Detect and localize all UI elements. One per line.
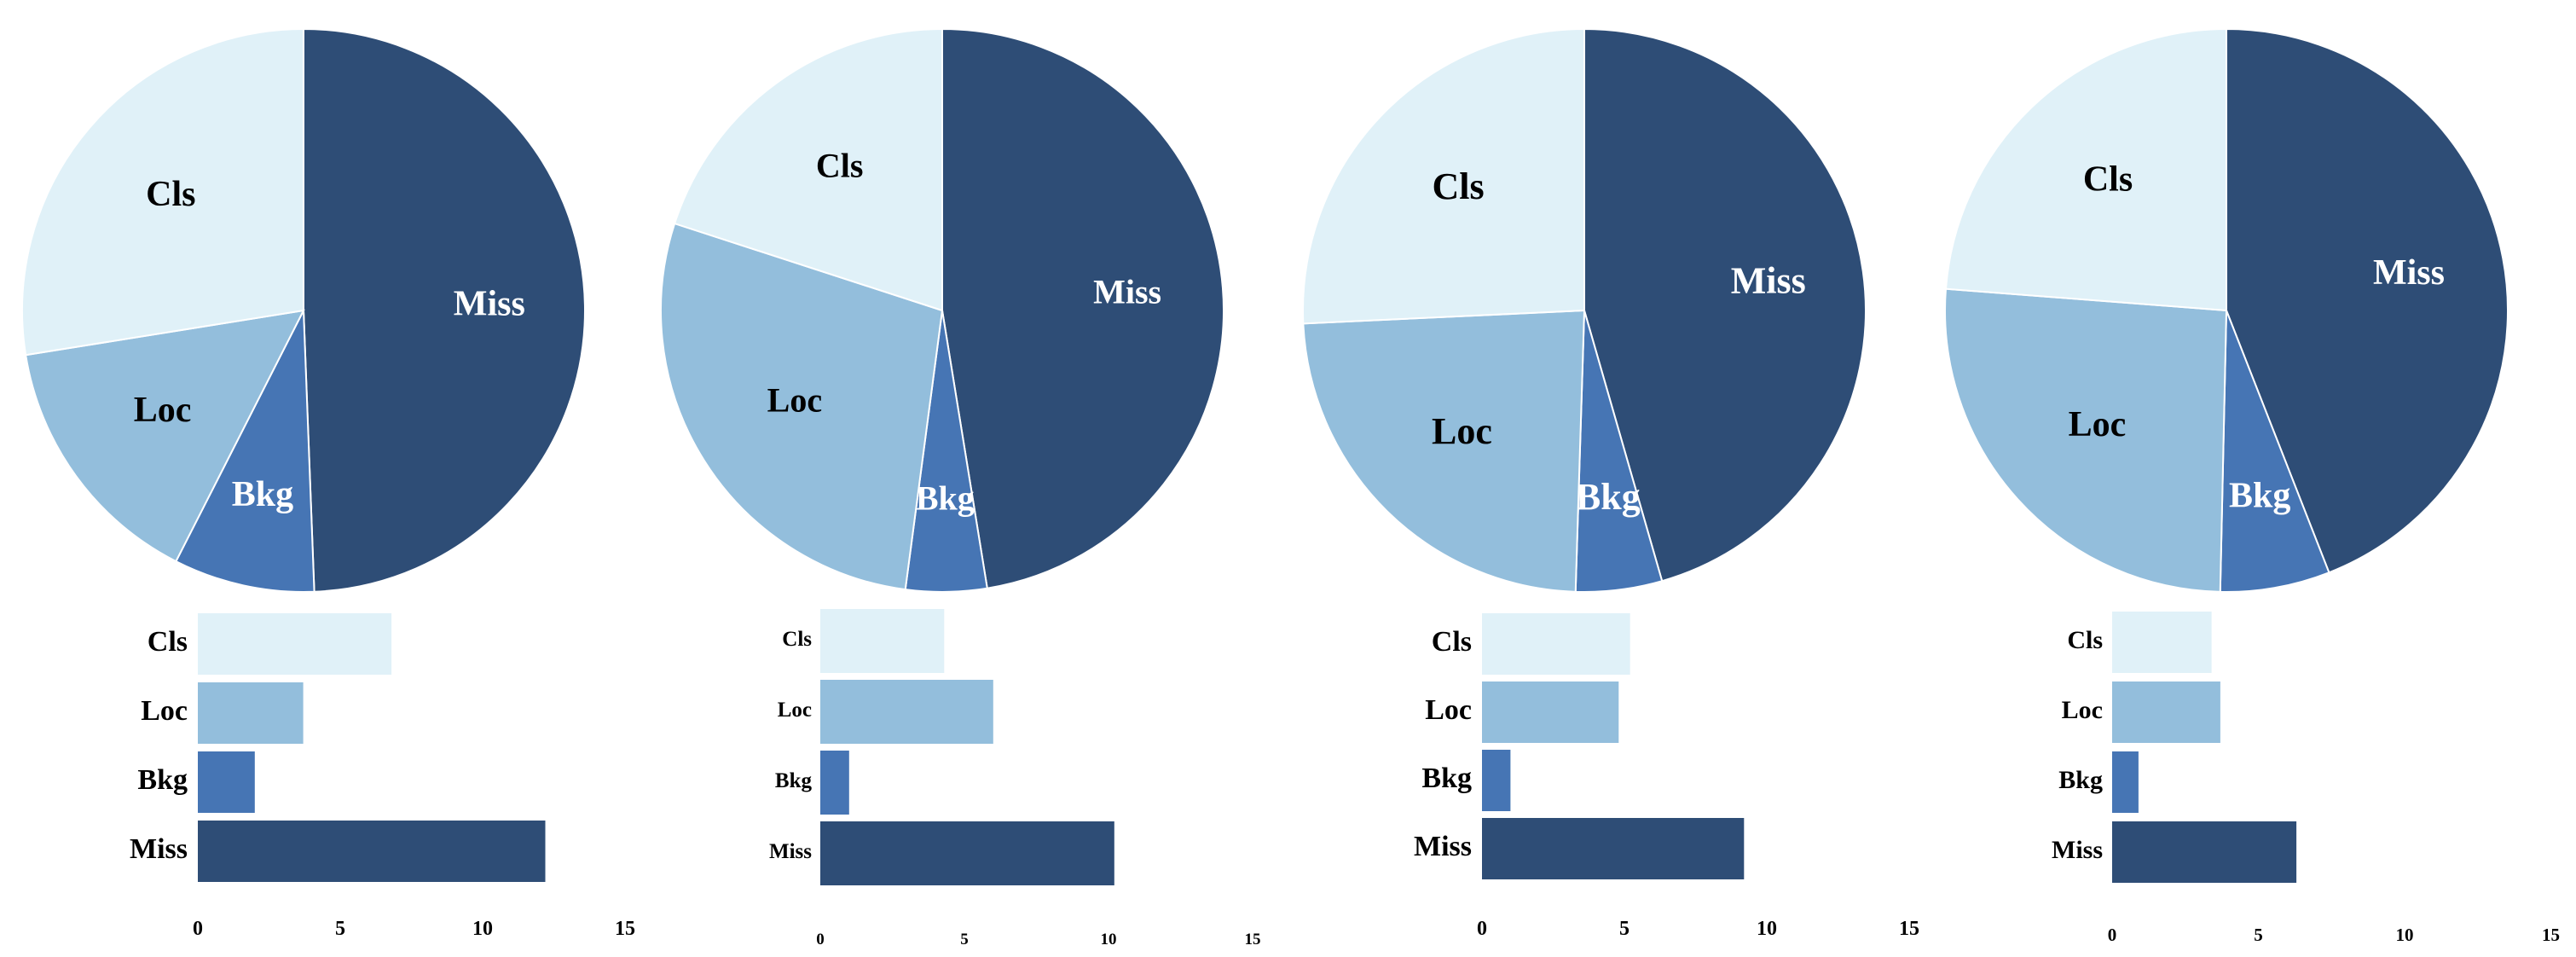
panel-4-x-tick-5: 5 — [2254, 925, 2263, 945]
panel-1-bar-bkg — [198, 751, 255, 813]
panel-2-pie-slice-loc — [659, 222, 944, 591]
panel-1-bar-loc — [198, 682, 304, 744]
panel-2-bar-miss — [820, 821, 1114, 885]
panel-2-pie-slice-miss — [941, 27, 1224, 589]
panel-2-pie-slice-cls — [673, 27, 943, 312]
panel-2-bar-label-loc: Loc — [778, 699, 812, 722]
panel-3-pie-slice-loc — [1302, 309, 1586, 593]
panel-1-bar-label-bkg: Bkg — [137, 764, 188, 796]
panel-1-pie-label-miss: Miss — [454, 284, 525, 323]
panel-2: Miss Bkg Loc Cls Cls Loc Bkg Miss 0 5 10 15 — [659, 27, 1261, 948]
panel-3-bar-loc — [1482, 682, 1619, 743]
panel-4-bar-loc — [2112, 682, 2220, 743]
panel-1-pie-slice-miss — [303, 27, 586, 593]
panel-4-pie-slice-bkg — [2219, 310, 2330, 593]
panel-1-pie-slice-bkg — [175, 307, 315, 593]
panel-2-bar-label-bkg: Bkg — [775, 769, 813, 792]
panel-3-pie-slice-miss — [1583, 27, 1867, 583]
panel-4-bar-bkg — [2112, 751, 2139, 813]
panel-3-bar-label-miss: Miss — [1414, 831, 1472, 862]
panel-3-pie-label-miss: Miss — [1731, 260, 1806, 302]
panel-1-pie-label-cls: Cls — [146, 175, 195, 214]
panel-3-bar-bkg — [1482, 750, 1511, 811]
panel-2-pie-label-miss: Miss — [1093, 273, 1161, 311]
panel-4-pie-slice-cls — [1944, 27, 2227, 312]
panel-3-pie-label-cls: Cls — [1432, 165, 1484, 207]
panel-2-bar-label-cls: Cls — [782, 628, 812, 651]
panel-2-pie-label-cls: Cls — [816, 147, 864, 185]
panel-1-pie-label-loc: Loc — [134, 391, 192, 430]
panel-3-bar-label-loc: Loc — [1425, 694, 1472, 726]
panel-3-x-tick-10: 10 — [1757, 918, 1777, 940]
panel-4-pie-slice-miss — [2226, 27, 2509, 574]
panel-4-pie-label-cls: Cls — [2083, 160, 2133, 200]
panel-3-x-tick-15: 15 — [1899, 918, 1919, 940]
panel-1-x-tick-15: 15 — [615, 918, 635, 940]
panel-2-x-tick-0: 0 — [816, 931, 825, 948]
panel-1-pie-label-bkg: Bkg — [232, 475, 293, 514]
panel-4-pie-label-loc: Loc — [2069, 405, 2127, 444]
panel-2-bar-cls — [820, 609, 945, 673]
panel-4-x-tick-10: 10 — [2396, 925, 2414, 945]
panel-1-bar-cls — [198, 613, 392, 675]
panel-1-x-tick-10: 10 — [472, 918, 493, 940]
panel-1-x-tick-0: 0 — [193, 918, 203, 940]
panel-1-pie-slice-loc — [25, 309, 305, 563]
panel-3-bar-miss — [1482, 818, 1745, 879]
panel-4: Miss Bkg Loc Cls Cls Loc Bkg Miss 0 5 10 15 — [1944, 27, 2560, 945]
panel-2-x-tick-5: 5 — [960, 931, 969, 948]
panel-3-bar-label-cls: Cls — [1432, 626, 1472, 658]
panel-4-pie-slice-loc — [1944, 287, 2228, 593]
panel-1-bar-miss — [198, 821, 546, 882]
panel-1-bar-label-miss: Miss — [130, 833, 188, 865]
panel-3: Miss Bkg Loc Cls Cls Loc Bkg Miss 0 5 10 15 — [1302, 27, 1919, 940]
panel-4-x-tick-0: 0 — [2108, 925, 2117, 945]
panel-4-bar-label-miss: Miss — [2052, 836, 2103, 864]
panel-3-bar-cls — [1482, 613, 1630, 675]
panel-4-bar-label-cls: Cls — [2067, 626, 2103, 654]
panel-4-pie-label-bkg: Bkg — [2229, 477, 2290, 516]
panel-2-x-tick-10: 10 — [1101, 931, 1117, 948]
panel-4-bar-miss — [2112, 821, 2297, 883]
panel-3-pie-label-loc: Loc — [1432, 410, 1492, 452]
panel-3-pie-label-bkg: Bkg — [1576, 476, 1641, 518]
panel-4-pie-label-miss: Miss — [2373, 253, 2445, 293]
panel-1-bar-label-loc: Loc — [141, 695, 188, 727]
panel-2-bar-bkg — [820, 751, 849, 815]
panel-4-bar-cls — [2112, 612, 2212, 673]
panel-2-bar-label-miss: Miss — [769, 840, 812, 863]
panel-4-x-tick-15: 15 — [2542, 925, 2560, 945]
panel-2-x-tick-15: 15 — [1245, 931, 1261, 948]
panel-3-x-tick-0: 0 — [1477, 918, 1487, 940]
panel-3-bar-label-bkg: Bkg — [1421, 763, 1472, 794]
panel-4-bar-label-loc: Loc — [2062, 696, 2103, 724]
panel-2-bar-loc — [820, 680, 993, 744]
panel-2-pie-label-loc: Loc — [767, 380, 822, 419]
panel-3-pie-slice-cls — [1302, 27, 1585, 325]
panel-4-bar-label-bkg: Bkg — [2058, 766, 2103, 794]
panel-3-x-tick-5: 5 — [1619, 918, 1630, 940]
panel-1-pie-slice-cls — [21, 27, 304, 357]
panel-1-x-tick-5: 5 — [335, 918, 345, 940]
panel-2-pie-label-bkg: Bkg — [916, 479, 975, 518]
panel-1-bar-label-cls: Cls — [148, 626, 188, 658]
panel-1: Miss Bkg Loc Cls Cls Loc Bkg Miss 0 5 10 15 — [21, 27, 635, 940]
